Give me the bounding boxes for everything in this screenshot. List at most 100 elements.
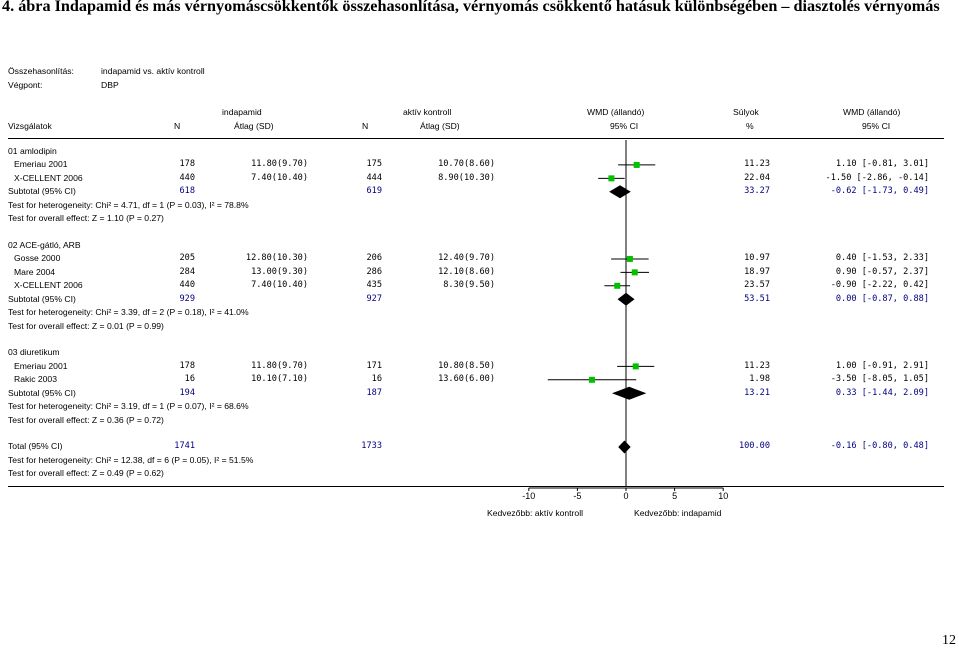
n1-cell: 618 [179,186,195,197]
mean2-cell: 10.80(8.50) [438,360,495,371]
n1-cell: 284 [179,266,195,277]
study-marker [632,363,639,370]
header-mean1: Átlag (SD) [234,121,274,131]
mean1-cell: 7.40(10.40) [251,172,308,183]
n2-cell: 619 [366,186,382,197]
total-label: Total (95% CI) [8,441,63,452]
study-label: X-CELLENT 2006 [14,172,83,183]
weight-cell: 18.97 [744,266,770,277]
ci-cell: 0.90 [-0.57, 2.37] [835,266,929,277]
x-tick-label: 10 [718,491,728,501]
mean1-cell: 10.10(7.10) [251,374,308,385]
subtotal-diamond [617,292,635,306]
ci-cell: 0.33 [-1.44, 2.09] [835,387,929,398]
page-number: 12 [942,633,956,648]
test-text: Test for overall effect: Z = 0.01 (P = 0… [8,320,164,331]
n2-cell: 286 [366,266,382,277]
study-label: Rakic 2003 [14,374,57,385]
n2-cell: 187 [366,387,382,398]
n2-cell: 175 [366,159,382,170]
weight-cell: 33.27 [744,186,770,197]
mean2-cell: 10.70(8.60) [438,159,495,170]
group-label: 03 diuretikum [8,347,60,358]
n2-cell: 171 [366,360,382,371]
header-group2: aktív kontroll [403,107,452,117]
footer-rule [8,486,944,487]
comparison-value: indapamid vs. aktív kontroll [101,66,205,76]
subtotal-diamond [609,185,631,199]
header-wmd: WMD (állandó) [587,107,645,117]
weight-cell: 23.57 [744,280,770,291]
study-marker [631,269,638,276]
xlabel-left: Kedvezőbb: aktív kontroll [487,508,584,518]
n1-cell: 205 [179,253,195,264]
weight-cell: 1.98 [749,374,770,385]
header-mean2: Átlag (SD) [420,121,460,131]
study-label: Mare 2004 [14,266,56,277]
group-label: 02 ACE-gátló, ARB [8,240,81,250]
mean1-cell: 11.80(9.70) [251,159,308,170]
figure-title: 4. ábra Indapamid és más vérnyomáscsökke… [2,0,940,15]
ci-cell: -1.50 [-2.86, -0.14] [825,172,929,183]
n1-cell: 1741 [174,441,195,452]
study-marker [633,161,640,168]
study-marker [588,376,595,383]
study-marker [608,175,615,182]
weight-cell: 53.51 [744,293,770,304]
x-tick-label: -5 [573,491,581,501]
test-text: Test for heterogeneity: Chi² = 4.71, df … [8,199,249,210]
mean2-cell: 12.10(8.60) [438,266,495,277]
mean2-cell: 8.30(9.50) [443,280,495,291]
n1-cell: 178 [179,360,195,371]
mean1-cell: 13.00(9.30) [251,266,308,277]
ci-cell: 0.00 [-0.87, 0.88] [835,293,929,304]
test-text: Test for overall effect: Z = 0.49 (P = 0… [8,468,164,479]
study-marker [614,282,621,289]
n2-cell: 444 [366,172,382,183]
n2-cell: 1733 [361,441,382,452]
weight-cell: 11.23 [744,360,770,371]
weight-cell: 10.97 [744,253,770,264]
x-tick-label: -10 [522,491,535,501]
n2-cell: 927 [366,293,382,304]
ci-cell: 1.00 [-0.91, 2.91] [835,360,929,371]
mean1-cell: 12.80(10.30) [245,253,308,264]
n2-cell: 16 [371,374,382,385]
group-label: 01 amlodipin [8,146,57,156]
n1-cell: 16 [184,374,195,385]
ci-cell: -0.90 [-2.22, 0.42] [830,280,929,291]
n2-cell: 206 [366,253,382,264]
mean1-cell: 11.80(9.70) [251,360,308,371]
header-wmd2: WMD (állandó) [843,107,901,117]
xlabel-right: Kedvezőbb: indapamid [634,508,722,518]
weight-cell: 22.04 [744,172,770,183]
weight-cell: 13.21 [744,387,770,398]
mean2-cell: 13.60(6.00) [438,374,495,385]
header-rule [8,138,944,139]
n1-cell: 194 [179,387,195,398]
ci-cell: -3.50 [-8.05, 1.05] [830,374,929,385]
subtotal-label: Subtotal (95% CI) [8,186,76,197]
test-text: Test for overall effect: Z = 1.10 (P = 0… [8,213,164,224]
header-study: Vizsgálatok [8,121,52,131]
n1-cell: 440 [179,280,195,291]
n1-cell: 178 [179,159,195,170]
study-label: Emeriau 2001 [14,360,68,371]
test-text: Test for heterogeneity: Chi² = 3.39, df … [8,307,249,318]
weight-cell: 100.00 [738,441,770,452]
subtotal-label: Subtotal (95% CI) [8,387,76,398]
subtotal-label: Subtotal (95% CI) [8,293,76,304]
header-group1: indapamid [222,107,262,117]
mean2-cell: 8.90(10.30) [438,172,495,183]
test-text: Test for heterogeneity: Chi² = 3.19, df … [8,401,249,412]
study-label: Gosse 2000 [14,253,61,264]
mean2-cell: 12.40(9.70) [438,253,495,264]
header-weight: Súlyok [733,107,759,117]
header-ci2: 95% CI [862,121,891,131]
mean1-cell: 7.40(10.40) [251,280,308,291]
header-n2: N [362,121,369,131]
n2-cell: 435 [366,280,382,291]
study-label: Emeriau 2001 [14,159,68,170]
header-pct: % [746,121,754,131]
